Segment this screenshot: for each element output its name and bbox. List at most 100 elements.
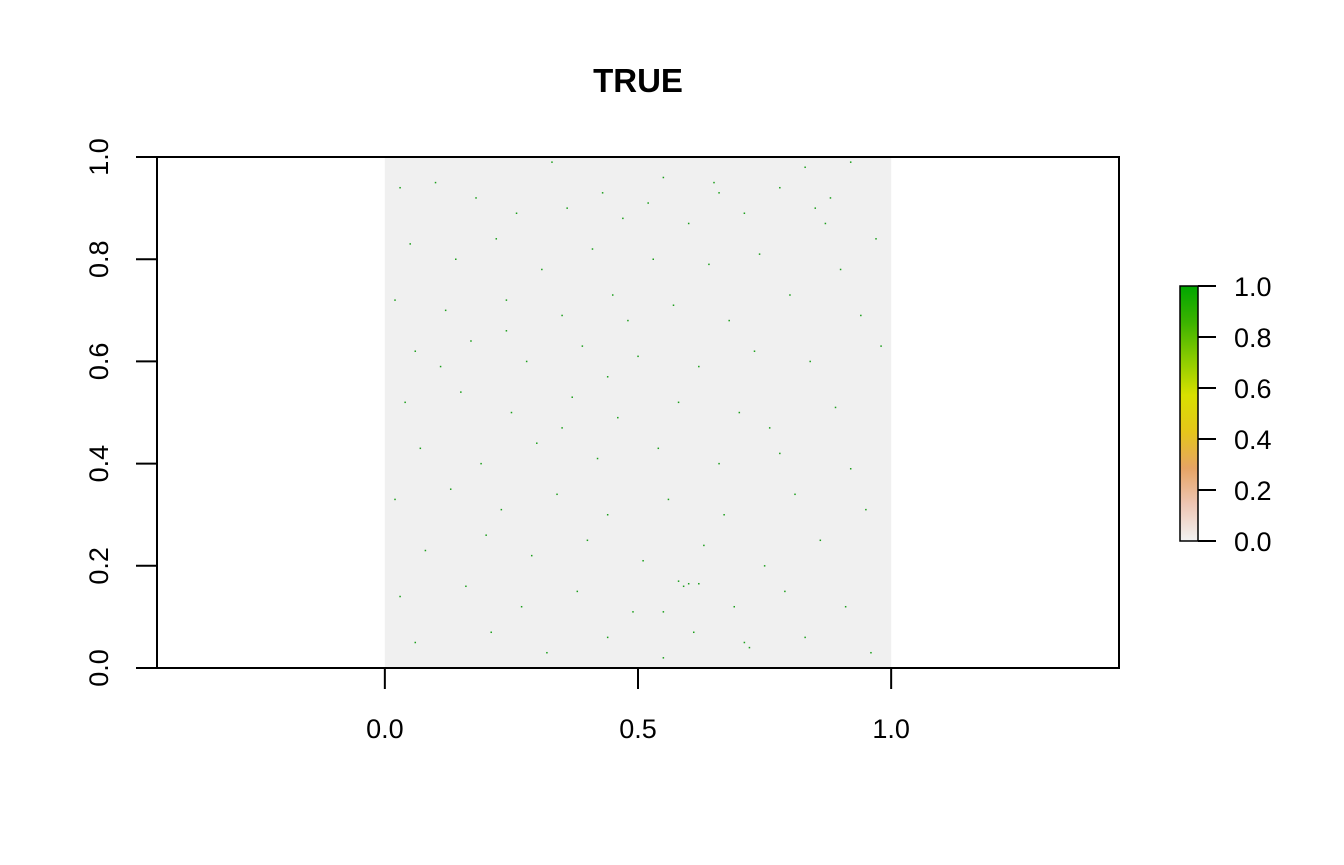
- true-cell: [748, 646, 751, 649]
- true-cell: [687, 582, 690, 585]
- true-cell: [718, 192, 720, 194]
- true-cell: [399, 186, 401, 189]
- true-cell: [743, 212, 746, 215]
- true-cell: [399, 595, 401, 598]
- true-cell: [576, 590, 579, 593]
- true-cell: [642, 559, 644, 562]
- raster-extent: [384, 157, 892, 668]
- true-cell: [682, 585, 685, 588]
- colorbar-tick-label: 0.2: [1234, 476, 1272, 506]
- true-cell: [536, 442, 538, 444]
- y-tick-label: 1.0: [84, 138, 114, 176]
- true-cell: [449, 488, 452, 490]
- true-cell: [687, 222, 690, 225]
- true-cell: [677, 401, 680, 404]
- true-cell: [632, 611, 634, 613]
- y-axis: 0.0 0.2 0.4 0.6 0.8 1.0: [84, 138, 158, 687]
- true-cell: [672, 304, 675, 306]
- x-axis: 0.0 0.5 1.0: [366, 667, 910, 744]
- true-cell: [546, 651, 548, 654]
- true-cell: [809, 360, 811, 363]
- true-cell: [637, 355, 639, 358]
- true-cell: [617, 416, 619, 419]
- true-cell: [733, 605, 735, 608]
- true-cell: [677, 580, 680, 582]
- true-cell: [849, 468, 852, 470]
- true-cell: [505, 330, 508, 332]
- x-tick-label: 0.0: [366, 714, 404, 744]
- colorbar-tick-label: 0.0: [1234, 527, 1272, 557]
- true-cell: [647, 202, 649, 204]
- true-cell: [844, 605, 847, 608]
- true-cell: [510, 411, 513, 414]
- true-cell: [713, 181, 715, 184]
- true-cell: [814, 207, 817, 209]
- true-cell: [541, 268, 543, 271]
- true-cells-layer: [394, 161, 882, 659]
- true-cell: [804, 166, 806, 169]
- true-cell: [723, 514, 725, 516]
- true-cell: [698, 582, 700, 585]
- true-cell: [875, 238, 877, 240]
- true-cell: [530, 554, 533, 557]
- true-cell: [627, 319, 629, 322]
- true-cell: [849, 161, 852, 163]
- y-tick-label: 0.4: [84, 445, 114, 483]
- true-cell: [551, 161, 553, 163]
- true-cell: [561, 314, 563, 317]
- true-cell: [743, 641, 746, 644]
- true-cell: [622, 217, 624, 220]
- true-cell: [718, 462, 720, 465]
- raster-layer: [384, 157, 892, 668]
- true-cell: [606, 376, 609, 378]
- true-cell: [784, 590, 786, 593]
- true-cell: [667, 498, 670, 501]
- true-cell: [779, 186, 781, 189]
- true-cell: [444, 309, 447, 312]
- true-cell: [606, 636, 609, 639]
- true-cell: [880, 345, 882, 347]
- colorbar-tick-label: 0.8: [1234, 323, 1272, 353]
- true-cell: [768, 427, 771, 429]
- x-tick-label: 1.0: [872, 714, 910, 744]
- true-cell: [657, 447, 660, 450]
- true-cell: [561, 427, 563, 429]
- true-cell: [460, 391, 462, 393]
- true-cell: [834, 406, 837, 409]
- colorbar-gradient: [1179, 285, 1199, 542]
- colorbar-legend: 0.0 0.2 0.4 0.6 0.8 1.0: [1179, 272, 1272, 557]
- true-cell: [470, 340, 472, 342]
- true-cell: [404, 401, 406, 404]
- true-cell: [606, 514, 609, 516]
- true-cell: [789, 294, 791, 296]
- true-cell: [571, 396, 573, 398]
- true-cell: [556, 493, 558, 496]
- true-cell: [611, 294, 614, 296]
- true-cell: [870, 651, 872, 654]
- x-tick-label: 0.5: [619, 714, 657, 744]
- colorbar-tick-label: 1.0: [1234, 272, 1272, 302]
- true-cell: [794, 493, 796, 496]
- true-cell: [409, 243, 411, 245]
- true-cell: [394, 299, 396, 301]
- true-cell: [566, 207, 568, 209]
- true-cell: [591, 248, 594, 250]
- true-cell: [753, 350, 756, 352]
- true-cell: [480, 462, 482, 465]
- true-cell: [738, 411, 741, 414]
- y-tick-label: 0.6: [84, 343, 114, 381]
- true-cell: [414, 641, 417, 644]
- true-cell: [414, 350, 417, 352]
- true-cell: [495, 238, 498, 240]
- true-cell: [829, 197, 832, 199]
- true-cell: [490, 631, 492, 634]
- colorbar-tick-label: 0.6: [1234, 374, 1272, 404]
- true-cell: [662, 611, 665, 613]
- true-cell: [419, 447, 422, 450]
- true-cell: [439, 365, 442, 368]
- true-cell: [698, 365, 700, 368]
- true-cell: [586, 539, 589, 542]
- true-cell: [763, 565, 766, 567]
- chart-title: TRUE: [593, 62, 683, 99]
- true-cell: [485, 534, 487, 536]
